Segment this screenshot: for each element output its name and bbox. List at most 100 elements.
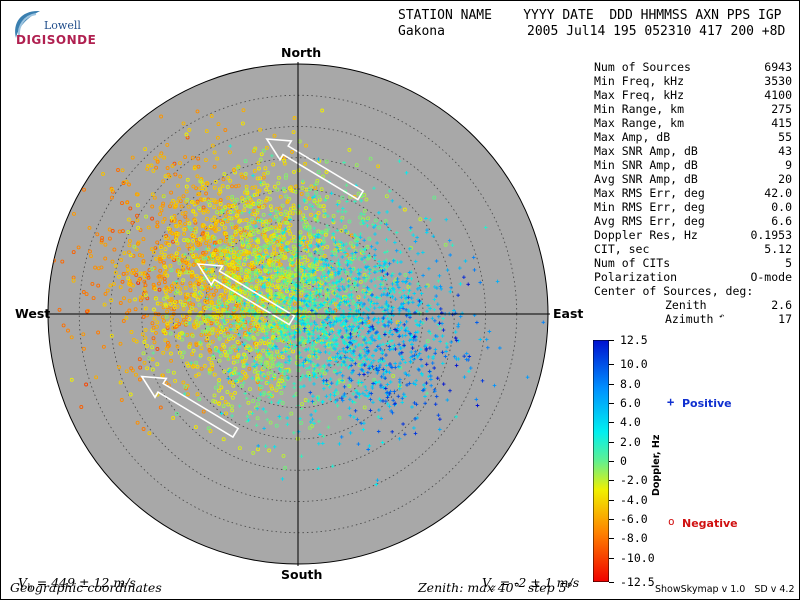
source-point-negative xyxy=(192,166,197,171)
source-point-negative xyxy=(322,214,327,218)
source-point-negative xyxy=(173,172,178,177)
parameter-label: Max Range, km xyxy=(594,116,685,130)
source-point-negative xyxy=(234,314,238,319)
parameter-row: Max RMS Err, deg 42.0 xyxy=(594,186,792,200)
source-point-negative xyxy=(279,212,283,216)
source-point-negative xyxy=(292,116,297,120)
source-point-negative xyxy=(210,143,215,148)
source-point-negative xyxy=(282,188,287,193)
source-point-negative xyxy=(158,205,163,210)
source-point-negative xyxy=(120,168,125,173)
source-point-negative xyxy=(271,162,276,167)
source-point-negative xyxy=(135,241,140,246)
source-point-negative xyxy=(89,254,93,259)
source-point-negative xyxy=(236,253,241,258)
source-point-negative xyxy=(140,295,145,300)
colorbar-tick-label: 8.0 xyxy=(620,376,641,391)
source-point-negative xyxy=(278,206,283,211)
source-point-negative xyxy=(71,250,76,255)
parameter-value: 0.0 xyxy=(771,200,792,214)
source-point-negative xyxy=(320,108,325,113)
source-point-negative xyxy=(212,215,217,220)
source-point-negative xyxy=(185,292,190,297)
source-point-negative xyxy=(81,290,86,294)
source-point-negative xyxy=(218,202,223,206)
source-point-negative xyxy=(141,259,146,264)
source-point-negative xyxy=(171,198,176,203)
parameter-value: 275 xyxy=(771,102,792,116)
source-point-negative xyxy=(135,192,140,197)
source-point-negative xyxy=(142,271,147,276)
source-point-negative xyxy=(233,390,237,395)
source-point-negative xyxy=(151,336,156,341)
source-point-negative xyxy=(238,321,243,326)
source-point-negative xyxy=(183,155,188,160)
source-point-negative xyxy=(384,194,389,199)
source-point-negative xyxy=(183,210,188,215)
source-point-negative xyxy=(117,274,121,279)
parameter-row: Max Amp, dB 55 xyxy=(594,130,792,144)
source-point-negative xyxy=(280,247,285,252)
source-point-negative xyxy=(194,241,199,246)
source-point-negative xyxy=(103,256,108,261)
source-point-negative xyxy=(214,220,218,225)
source-point-negative xyxy=(213,224,218,229)
source-point-negative xyxy=(155,320,160,325)
source-point-negative xyxy=(183,292,188,297)
direction-west: West xyxy=(15,306,51,321)
source-point-negative xyxy=(260,205,265,210)
source-point-negative xyxy=(201,210,206,215)
source-point-negative xyxy=(150,204,155,209)
source-point-negative xyxy=(279,243,284,248)
source-point-negative xyxy=(176,232,181,236)
colorbar-tick-label: 4.0 xyxy=(620,415,641,430)
source-point-negative xyxy=(194,237,199,242)
colorbar-tick-label: 0 xyxy=(620,454,627,468)
source-point-negative xyxy=(130,220,135,225)
source-point-negative xyxy=(162,155,167,160)
source-point-negative xyxy=(183,222,188,227)
source-point-negative xyxy=(257,326,262,331)
source-point-negative xyxy=(213,258,218,263)
source-point-negative xyxy=(116,168,120,172)
source-point-negative xyxy=(206,321,211,326)
source-point-negative xyxy=(184,314,189,319)
parameter-row: Num of CITs 5 xyxy=(594,256,792,270)
source-point-negative xyxy=(193,212,198,217)
source-point-negative xyxy=(103,242,108,247)
source-point-negative xyxy=(272,133,277,138)
source-point-negative xyxy=(192,324,197,329)
source-point-negative xyxy=(119,398,124,402)
source-point-negative xyxy=(255,176,260,181)
source-point-negative xyxy=(240,359,245,364)
source-point-negative xyxy=(165,273,170,278)
source-point-negative xyxy=(174,324,179,329)
source-point-negative xyxy=(164,234,169,238)
source-point-negative xyxy=(161,260,166,265)
source-point-negative xyxy=(181,121,186,126)
source-point-negative xyxy=(257,188,262,193)
source-point-negative xyxy=(215,156,220,161)
source-point-negative xyxy=(331,213,336,218)
source-point-negative xyxy=(402,207,407,212)
source-point-negative xyxy=(255,210,260,215)
source-point-negative xyxy=(315,262,320,267)
source-point-negative xyxy=(178,223,183,228)
source-point-negative xyxy=(252,208,257,213)
source-point-negative xyxy=(214,288,219,293)
source-point-negative xyxy=(182,227,187,232)
parameter-value: 4100 xyxy=(764,88,792,102)
colorbar-tick-label: -10.0 xyxy=(620,550,655,565)
source-point-negative xyxy=(174,299,179,304)
source-point-negative xyxy=(236,183,241,188)
source-point-negative xyxy=(165,166,170,170)
source-point-negative xyxy=(135,213,139,218)
source-point-negative xyxy=(179,204,184,209)
source-point-negative xyxy=(261,348,266,353)
source-point-negative xyxy=(205,231,210,236)
source-point-negative xyxy=(79,405,84,409)
parameter-label: Avg RMS Err, deg xyxy=(594,214,705,228)
source-point-negative xyxy=(146,275,151,280)
source-point-negative xyxy=(183,214,188,219)
